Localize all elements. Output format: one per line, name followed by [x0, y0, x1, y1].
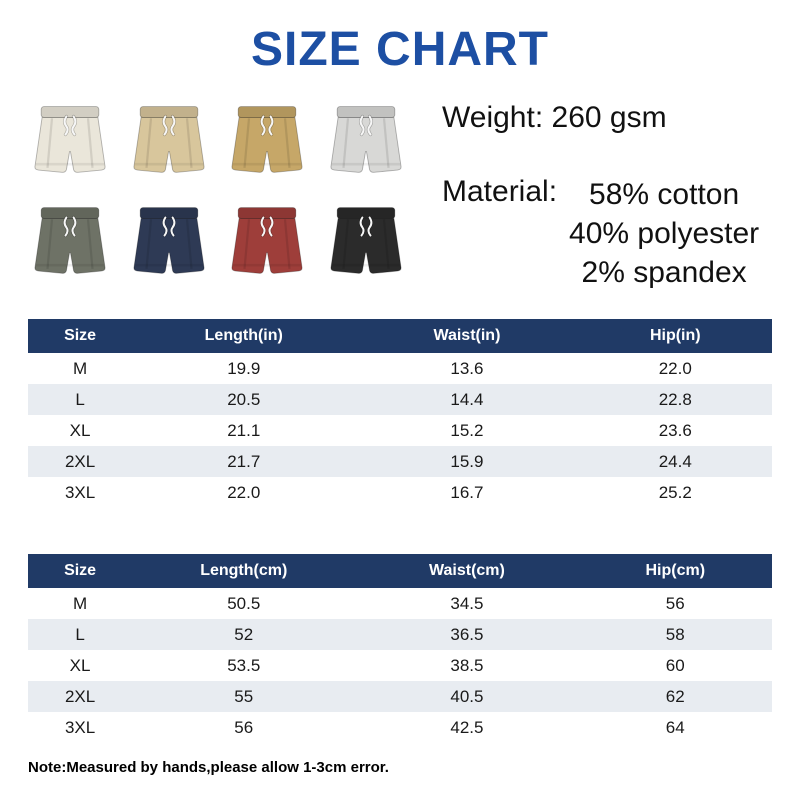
measurement-cell: 25.2: [658, 482, 692, 502]
measurement-cell: 62: [665, 686, 685, 706]
column-header: Waist(cm): [355, 554, 579, 588]
measurement-cell: 60: [665, 655, 685, 675]
measurement-cell: 21.1: [227, 420, 261, 440]
weight-line: Weight: 260 gsm: [442, 101, 784, 135]
size-table-inches: Size Length(in) Waist(in) Hip(in) M 19.9 13.6…: [28, 319, 772, 508]
size-cell: XL: [69, 655, 91, 675]
measurement-cell: 24.4: [658, 451, 692, 471]
measurement-cell: 15.9: [450, 451, 484, 471]
product-image-light-gray-shorts: [320, 91, 412, 187]
column-header: Hip(cm): [578, 554, 772, 588]
measurement-cell: 56: [665, 593, 685, 613]
measurement-cell: 22.8: [658, 389, 692, 409]
size-cell: 2XL: [64, 686, 96, 706]
measurement-cell: 15.2: [450, 420, 484, 440]
spec-block: Weight: 260 gsm Material: 58% cotton 40%…: [412, 91, 784, 289]
product-image-maroon-shorts: [221, 192, 313, 288]
size-cell: 2XL: [64, 451, 96, 471]
material-values: 58% cotton 40% polyester 2% spandex: [569, 175, 759, 292]
size-cell: L: [75, 389, 85, 409]
material-spandex: 2% spandex: [581, 256, 747, 289]
measurement-cell: 42.5: [450, 717, 484, 737]
measurement-cell: 56: [234, 717, 254, 737]
material-label: Material:: [442, 175, 558, 208]
measurement-cell: 23.6: [658, 420, 692, 440]
material-cotton: 58% cotton: [589, 178, 740, 211]
product-image-tan-shorts: [221, 91, 313, 187]
measurement-note: Note:Measured by hands,please allow 1-3c…: [28, 759, 389, 776]
measurement-cell: 19.9: [227, 358, 261, 378]
size-cell: XL: [69, 420, 91, 440]
table-row: XL 21.1 15.2 23.6: [28, 415, 772, 446]
size-cell: M: [72, 358, 88, 378]
table-row: M 19.9 13.6 22.0: [28, 353, 772, 384]
weight-value: 260 gsm: [551, 101, 667, 134]
measurement-cell: 58: [665, 624, 685, 644]
size-table-cm: Size Length(cm) Waist(cm) Hip(cm) M 50.5 34.5…: [28, 554, 772, 743]
product-image-khaki-shorts: [123, 91, 215, 187]
product-image-black-shorts: [320, 192, 412, 288]
header-row: Size Length(in) Waist(in) Hip(in): [28, 319, 772, 353]
measurement-cell: 50.5: [227, 593, 261, 613]
measurement-cell: 64: [665, 717, 685, 737]
table-row: 2XL 55 40.5 62: [28, 681, 772, 712]
measurement-cell: 21.7: [227, 451, 261, 471]
measurement-cell: 13.6: [450, 358, 484, 378]
table-row: 3XL 22.0 16.7 25.2: [28, 477, 772, 508]
size-cell: L: [75, 624, 85, 644]
table-row: L 20.5 14.4 22.8: [28, 384, 772, 415]
measurement-cell: 36.5: [450, 624, 484, 644]
column-header: Length(in): [132, 319, 356, 353]
size-cell: 3XL: [64, 482, 96, 502]
column-header: Hip(in): [578, 319, 772, 353]
material-line: Material: 58% cotton 40% polyester 2% sp…: [442, 175, 784, 292]
column-header: Length(cm): [132, 554, 356, 588]
product-image-cream-shorts: [24, 91, 116, 187]
column-header: Size: [28, 554, 133, 588]
material-polyester: 40% polyester: [569, 217, 760, 250]
table-row: 3XL 56 42.5 64: [28, 712, 772, 743]
table-row: XL 53.5 38.5 60: [28, 650, 772, 681]
measurement-cell: 34.5: [450, 593, 484, 613]
size-cell: 3XL: [64, 717, 96, 737]
measurement-cell: 40.5: [450, 686, 484, 706]
column-header: Size: [28, 319, 133, 353]
measurement-cell: 38.5: [450, 655, 484, 675]
tables-section: Size Length(in) Waist(in) Hip(in) M 19.9 13.6…: [0, 319, 800, 743]
product-image-navy-shorts: [123, 192, 215, 288]
weight-label: Weight:: [442, 101, 544, 134]
measurement-cell: 22.0: [227, 482, 261, 502]
size-cell: M: [72, 593, 88, 613]
table-row: L 52 36.5 58: [28, 619, 772, 650]
page-title: SIZE CHART: [251, 23, 549, 76]
table-row: M 50.5 34.5 56: [28, 588, 772, 619]
measurement-cell: 20.5: [227, 389, 261, 409]
measurement-cell: 16.7: [450, 482, 484, 502]
measurement-cell: 14.4: [450, 389, 484, 409]
header-row: Size Length(cm) Waist(cm) Hip(cm): [28, 554, 772, 588]
measurement-cell: 55: [234, 686, 254, 706]
measurement-cell: 52: [234, 624, 254, 644]
product-image-grid: [24, 91, 412, 289]
product-image-olive-gray-shorts: [24, 192, 116, 288]
measurement-cell: 53.5: [227, 655, 261, 675]
measurement-cell: 22.0: [658, 358, 692, 378]
top-section: Weight: 260 gsm Material: 58% cotton 40%…: [0, 77, 800, 289]
column-header: Waist(in): [355, 319, 579, 353]
table-row: 2XL 21.7 15.9 24.4: [28, 446, 772, 477]
